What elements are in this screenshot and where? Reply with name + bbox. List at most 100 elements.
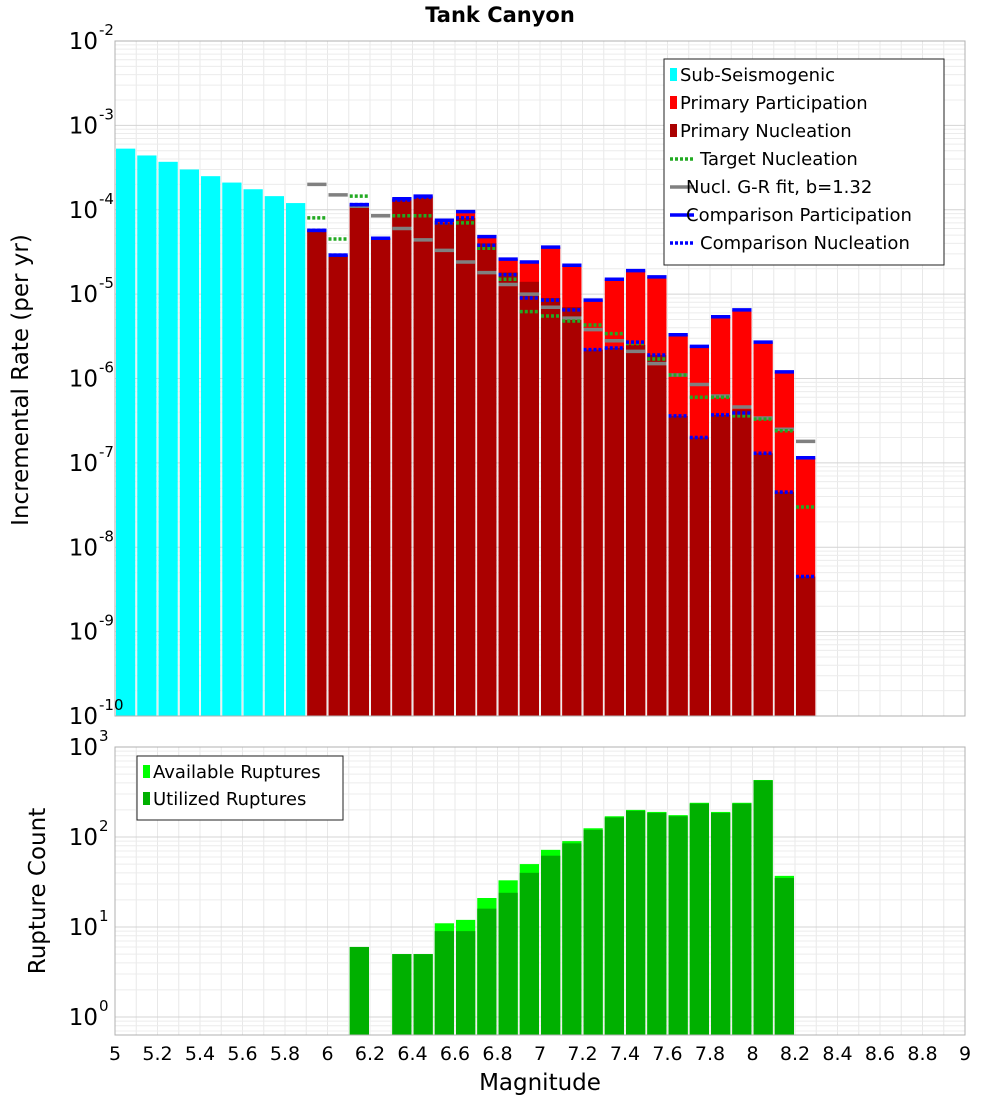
bottom-grid: [114, 747, 966, 1035]
x-ticks: 5 5.2 5.4 5.6 5.8 6 6.2 6.4 6.6 6.8 7 7.2 7.4 7.6 7.8 8…: [109, 1043, 971, 1065]
primary-nucleation-bar: [711, 414, 731, 716]
sub-seismogenic-bar: [264, 196, 284, 716]
primary-nucleation-bar: [434, 222, 454, 716]
bottom-y-tick-base: 10: [69, 915, 98, 941]
top-legend-swatch: [670, 96, 677, 109]
bottom-legend-entry: Utilized Ruptures: [143, 789, 306, 810]
utilized-ruptures-bar: [413, 954, 433, 1035]
sub-seismogenic-bar: [158, 161, 178, 716]
bottom-legend-swatch: [143, 765, 150, 778]
top-legend-box: [663, 58, 945, 266]
utilized-ruptures-bar: [626, 810, 646, 1035]
primary-nucleation-bar: [477, 243, 497, 717]
top-y-tick: 10 -4: [69, 190, 114, 224]
top-plot-border: [114, 40, 966, 717]
sub-seismogenic-bar: [179, 169, 199, 716]
bottom-legend-entry: Available Ruptures: [143, 762, 321, 783]
top-y-tick-base: 10: [69, 620, 98, 646]
top-y-tick-exponent: -7: [99, 443, 114, 461]
utilized-ruptures-bar: [604, 817, 624, 1035]
top-legend-swatch: [670, 68, 677, 81]
top-y-tick: 10 -10: [69, 696, 124, 730]
top-y-tick-exponent: -10: [99, 696, 124, 714]
x-tick-label: 8: [746, 1043, 758, 1065]
bottom-legend-box: [136, 755, 344, 821]
primary-nucleation-bar: [583, 349, 603, 716]
bottom-bars: [114, 746, 966, 1036]
primary-nucleation-bar: [349, 204, 369, 717]
bottom-legend-swatch: [143, 792, 150, 805]
top-y-ticks: 10-210-310-410-510-610-710-810-910-10: [69, 21, 124, 730]
primary-nucleation-bar: [604, 347, 624, 716]
utilized-ruptures-bar: [541, 855, 561, 1035]
top-legend-label: Nucl. G-R fit, b=1.32: [686, 177, 872, 198]
utilized-ruptures-bar: [647, 812, 667, 1035]
top-legend-label: Primary Participation: [680, 93, 868, 114]
x-tick-label: 6.4: [397, 1043, 427, 1065]
top-legend-label: Primary Nucleation: [680, 121, 852, 142]
top-y-tick: 10 -2: [69, 21, 114, 55]
x-tick-label: 8.4: [822, 1043, 852, 1065]
bottom-y-tick-exponent: 3: [99, 727, 109, 745]
primary-nucleation-bar: [413, 197, 433, 717]
primary-nucleation-bar: [307, 230, 327, 716]
sub-seismogenic-bar: [222, 182, 242, 716]
x-tick-label: 5.4: [185, 1043, 215, 1065]
x-tick-label: 9: [959, 1043, 971, 1065]
x-tick-label: 7: [534, 1043, 546, 1065]
top-y-tick: 10 -7: [69, 443, 114, 477]
primary-nucleation-bar: [753, 453, 773, 716]
top-legend: Sub-Seismogenic Primary Participation Prim…: [663, 58, 945, 266]
bottom-y-tick-exponent: 2: [99, 817, 109, 835]
x-tick-label: 8.8: [907, 1043, 937, 1065]
primary-nucleation-bar: [647, 354, 667, 716]
top-y-tick-exponent: -2: [99, 21, 114, 39]
utilized-ruptures-bar: [753, 780, 773, 1035]
x-tick-label: 6.6: [440, 1043, 470, 1065]
top-legend-swatch: [670, 124, 677, 137]
top-legend-entry: Comparison Nucleation: [670, 233, 910, 254]
top-y-tick-base: 10: [69, 367, 98, 393]
utilized-ruptures-bar: [456, 931, 476, 1035]
utilized-ruptures-bar: [477, 908, 497, 1035]
bottom-y-tick: 10 2: [69, 817, 109, 851]
sub-seismogenic-bar: [116, 148, 136, 716]
x-tick-label: 8.6: [865, 1043, 895, 1065]
utilized-ruptures-bar: [562, 843, 582, 1035]
top-y-tick-exponent: -6: [99, 359, 114, 377]
primary-nucleation-bar: [519, 281, 539, 716]
bottom-legend: Available Ruptures Utilized Ruptures: [136, 755, 344, 821]
bottom-y-tick: 10 0: [69, 997, 109, 1031]
utilized-ruptures-bar: [519, 872, 539, 1035]
bottom-y-tick-exponent: 1: [99, 907, 109, 925]
primary-nucleation-bar: [498, 272, 518, 716]
bottom-plot-border: [114, 746, 966, 1036]
top-y-tick-base: 10: [69, 451, 98, 477]
primary-nucleation-bar: [371, 238, 391, 716]
top-y-tick-base: 10: [69, 282, 98, 308]
top-marks: [114, 40, 966, 717]
x-tick-label: 6: [321, 1043, 333, 1065]
top-y-tick-base: 10: [69, 704, 98, 730]
x-tick-label: 8.2: [780, 1043, 810, 1065]
top-y-tick-exponent: -3: [99, 105, 114, 123]
bottom-y-tick-exponent: 0: [99, 997, 109, 1015]
primary-nucleation-bar: [562, 307, 582, 716]
sub-seismogenic-bar: [201, 176, 221, 716]
top-legend-entry: Comparison Participation: [670, 205, 912, 226]
utilized-ruptures-bar: [583, 829, 603, 1035]
top-y-tick-exponent: -9: [99, 612, 114, 630]
primary-nucleation-bar: [456, 217, 476, 716]
primary-nucleation-bar: [689, 437, 709, 716]
x-tick-label: 7.8: [695, 1043, 725, 1065]
x-tick-label: 7.2: [567, 1043, 597, 1065]
bottom-legend-label: Utilized Ruptures: [153, 789, 306, 810]
x-tick-label: 7.6: [652, 1043, 682, 1065]
primary-nucleation-bar: [541, 297, 561, 716]
utilized-ruptures-bar: [689, 803, 709, 1035]
top-y-tick-base: 10: [69, 198, 98, 224]
chart-title: Tank Canyon: [425, 3, 575, 27]
utilized-ruptures-bar: [711, 812, 731, 1035]
x-tick-label: 5.8: [270, 1043, 300, 1065]
